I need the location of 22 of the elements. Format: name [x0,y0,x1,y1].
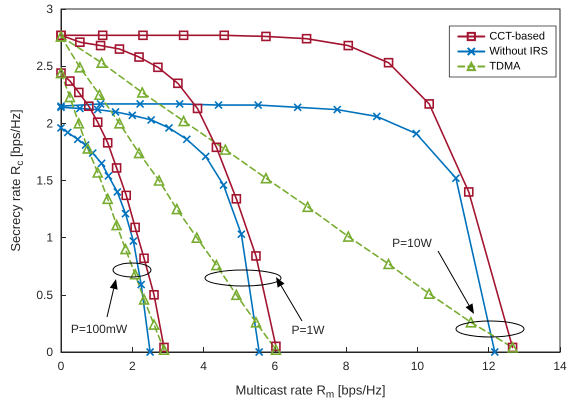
annotation: P=1W [291,323,326,337]
y-tick-label: 2 [46,116,54,130]
legend-label: TDMA [489,60,522,72]
x-tick-label: 6 [272,359,279,373]
y-tick-label: 0.5 [36,288,54,302]
x-tick-label: 8 [342,359,350,373]
y-tick-label: 1.5 [36,174,54,188]
y-tick-label: 2.5 [36,59,54,74]
y-tick-label: 3 [46,2,54,16]
x-tick-label: 10 [410,359,424,373]
x-tick-label: 4 [200,359,208,373]
x-tick-label: 2 [128,359,136,373]
y-tick-label: 1 [46,230,54,245]
annotation: P=100mW [70,322,128,336]
legend-label: Without IRS [489,46,548,58]
x-tick-label: 0 [58,359,65,373]
y-axis-title: Secrecy rate Rc [bps/Hz] [8,109,26,252]
x-tick-label: 14 [553,359,567,373]
legend-label: CCT-based [489,30,545,42]
x-tick-label: 12 [482,359,496,373]
y-tick-label: 0 [46,345,54,359]
annotation: P=10W [392,236,433,250]
